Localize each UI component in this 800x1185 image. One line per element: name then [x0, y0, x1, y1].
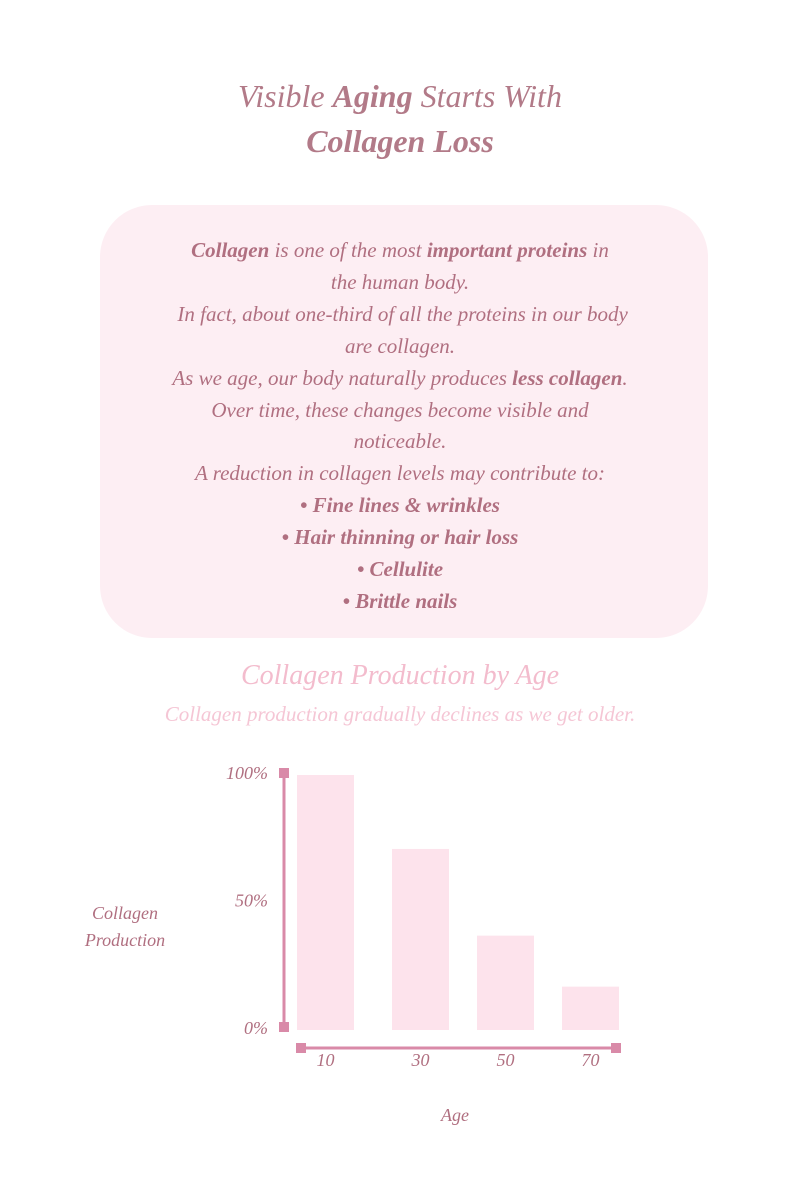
text: are collagen.: [344, 333, 456, 358]
bold-text: Collagen Loss: [306, 123, 494, 159]
intro-line: • Fine lines & wrinkles: [0, 489, 800, 521]
intro-line: A reduction in collagen levels may contr…: [0, 457, 800, 489]
intro-line: noticeable.: [0, 425, 800, 457]
text: .: [622, 365, 628, 390]
bar: [477, 935, 534, 1030]
intro-line: • Cellulite: [0, 553, 800, 585]
bold-text: Collagen: [191, 238, 270, 262]
x-axis-label: Age: [441, 1105, 469, 1125]
intro-line: • Hair thinning or hair loss: [0, 521, 800, 553]
x-tick-label: 70: [582, 1050, 600, 1070]
y-axis-label: Collagen Production: [84, 903, 166, 950]
axis-cap: [279, 768, 289, 778]
y-tick-label: 50%: [235, 891, 268, 911]
bar: [297, 775, 354, 1030]
bold-text: • Cellulite: [356, 557, 444, 581]
text: In fact, about one-third of all the prot…: [172, 301, 628, 326]
axis-cap: [611, 1043, 621, 1053]
title-line: Collagen Loss: [0, 123, 800, 160]
intro-line: Collagen is one of the most important pr…: [0, 234, 800, 266]
text: As we age, our body naturally produces: [172, 365, 513, 390]
bold-text: • Brittle nails: [342, 588, 458, 613]
bold-text: less collagen: [512, 365, 623, 390]
intro-box: [100, 205, 708, 638]
text: noticeable.: [353, 429, 447, 454]
y-tick-label: 100%: [226, 763, 268, 783]
intro-line: • Brittle nails: [0, 585, 800, 617]
text: in: [587, 238, 609, 262]
intro-line: In fact, about one-third of all the prot…: [0, 298, 800, 330]
text: the human body.: [330, 269, 470, 294]
axis-cap: [296, 1043, 306, 1053]
text: is one of the most: [269, 238, 427, 262]
y-tick-label: 0%: [244, 1018, 268, 1038]
chart-title: Collagen Production by Age: [240, 660, 560, 691]
bold-text: Aging: [332, 78, 413, 114]
x-tick-label: 50: [497, 1050, 515, 1070]
intro-line: Over time, these changes become visible …: [0, 394, 800, 426]
text: Over time, these changes become visible …: [211, 397, 589, 422]
intro-line: are collagen.: [0, 330, 800, 362]
text: Starts With: [412, 78, 562, 114]
text: A reduction in collagen levels may contr…: [195, 461, 605, 486]
chart-subtitle: Collagen production gradually declines a…: [164, 702, 636, 726]
x-tick-label: 30: [411, 1050, 430, 1070]
axis-cap: [279, 1022, 289, 1032]
text: Visible: [238, 78, 333, 114]
intro-line: As we age, our body naturally produces l…: [0, 362, 800, 394]
bar: [392, 848, 449, 1030]
bold-text: • Hair thinning or hair loss: [281, 525, 519, 550]
title-line: Visible Aging Starts With: [0, 78, 800, 115]
bar: [562, 986, 619, 1030]
x-tick-label: 10: [317, 1050, 335, 1070]
bold-text: important proteins: [426, 238, 588, 262]
bold-text: • Fine lines & wrinkles: [300, 493, 500, 518]
intro-line: the human body.: [0, 266, 800, 298]
